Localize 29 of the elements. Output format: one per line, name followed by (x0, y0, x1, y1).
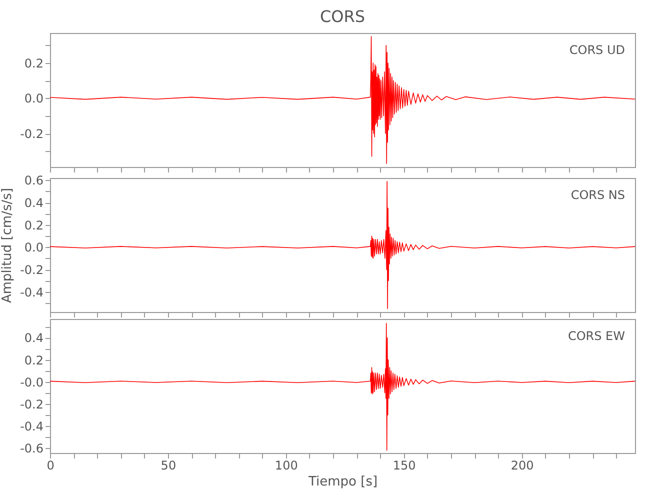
x-tick-label: 200 (510, 458, 534, 472)
y-tick-label: 0.2 (24, 353, 44, 368)
y-tick-label: -0.2 (20, 263, 44, 278)
y-tick-label: 0.2 (24, 218, 44, 232)
y-tick-label: 0.2 (24, 56, 44, 70)
y-tick-label: -0.4 (20, 285, 44, 300)
line-series (50, 180, 635, 310)
y-tick-label: -0.0 (20, 375, 44, 390)
y-axis-title: Amplitud [cm/s/s] (0, 188, 16, 304)
y-tick-label: 0.0 (24, 240, 44, 255)
annotation: CORS NS (570, 188, 625, 202)
x-tick-label: 150 (392, 458, 416, 472)
x-tick-label: 50 (160, 458, 176, 472)
y-tick-label: -0.4 (20, 419, 44, 434)
annotation: CORS EW (568, 329, 626, 343)
annotation: CORS UD (569, 43, 625, 57)
y-tick-label: -0.2 (20, 397, 44, 412)
y-tick-label: -0.2 (20, 127, 44, 141)
x-tick-label: 0 (46, 458, 54, 472)
chart-title: CORS (320, 7, 366, 26)
y-tick-label: 0.0 (24, 92, 44, 106)
y-tick-label: 0.4 (24, 331, 44, 346)
y-tick-label: 0.6 (24, 174, 44, 188)
x-tick-label: 100 (274, 458, 298, 472)
line-series (50, 323, 635, 451)
line-series (50, 36, 635, 164)
y-tick-label: 0.4 (24, 196, 44, 210)
x-axis-title: Tiempo [s] (307, 474, 378, 490)
y-tick-label: -0.6 (20, 442, 44, 456)
